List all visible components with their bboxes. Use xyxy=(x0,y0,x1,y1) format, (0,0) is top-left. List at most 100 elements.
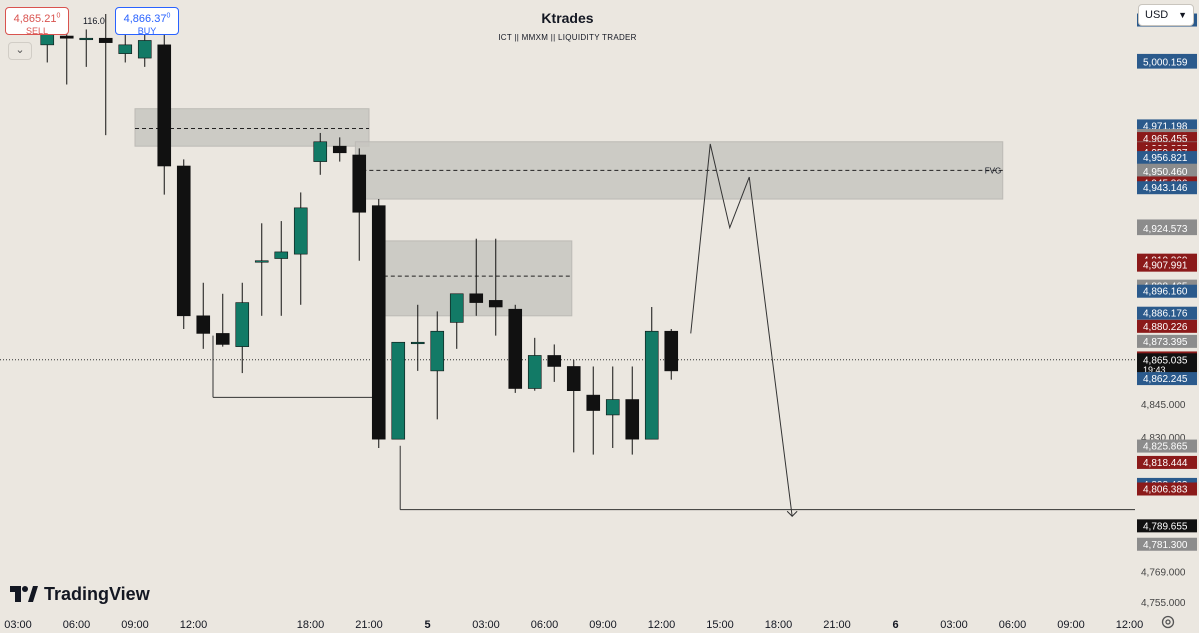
price-label-badge xyxy=(1137,319,1197,333)
price-label: 4,873.395 xyxy=(1143,337,1188,348)
time-tick-label: 03:00 xyxy=(472,619,500,631)
price-label-badge xyxy=(1137,222,1197,236)
countdown-label: 19:43 xyxy=(1143,365,1166,375)
time-tick-label: 06:00 xyxy=(999,619,1027,631)
time-tick-label: 12:00 xyxy=(180,619,208,631)
collapse-button[interactable]: ⌄ xyxy=(8,42,32,60)
tradingview-logo: TradingView xyxy=(10,583,150,605)
bearish-candle xyxy=(196,315,211,334)
time-tick-label: 09:00 xyxy=(1057,619,1085,631)
zones-layer: FVG xyxy=(134,108,1004,317)
price-label: 4,880.226 xyxy=(1143,322,1188,333)
bearish-candle xyxy=(352,154,367,213)
price-label-badge xyxy=(1137,537,1197,551)
time-tick-label: 18:00 xyxy=(297,619,325,631)
lines-layer xyxy=(0,335,1169,511)
bullish-candle xyxy=(527,355,542,389)
price-label-badge xyxy=(1137,439,1197,453)
liquidity-zone xyxy=(134,108,370,147)
time-tick-label: 03:00 xyxy=(4,619,32,631)
price-label: 4,907.991 xyxy=(1143,261,1188,272)
price-label: 4,818.444 xyxy=(1143,458,1188,469)
bullish-candle xyxy=(430,330,445,372)
price-label-badge xyxy=(1137,519,1197,533)
bearish-candle xyxy=(215,333,230,345)
price-label: 4,971.198 xyxy=(1143,121,1188,132)
time-tick-label: 6 xyxy=(892,619,898,631)
bearish-candle xyxy=(566,366,581,392)
projection-arrowhead xyxy=(786,510,798,517)
projection-path xyxy=(690,143,793,517)
currency-select[interactable]: USD ▼ xyxy=(1138,4,1194,26)
time-tick-label: 21:00 xyxy=(823,619,851,631)
sell-label: SELL xyxy=(25,25,49,36)
bearish-candle xyxy=(59,35,74,39)
bearish-candle xyxy=(586,394,601,411)
chart-subtitle: ICT || MMXM || LIQUIDITY TRADER xyxy=(498,33,637,42)
time-tick-label: 12:00 xyxy=(648,619,676,631)
bearish-candle xyxy=(508,308,523,389)
bullish-candle xyxy=(410,341,425,345)
price-label: 4,865.035 xyxy=(1143,355,1188,366)
liquidity-zone xyxy=(376,240,573,317)
tradingview-logo-text: TradingView xyxy=(44,583,150,604)
price-label-badge xyxy=(1137,55,1197,69)
price-label: 4,943.146 xyxy=(1143,183,1188,194)
price-label: 4,965.455 xyxy=(1143,134,1188,145)
bearish-candle xyxy=(547,355,562,367)
price-tick-label: 4,830.000 xyxy=(1141,433,1186,444)
price-label-badge xyxy=(1137,306,1197,320)
price-label-badge xyxy=(1137,334,1197,348)
sell-button[interactable]: 4,865.210 SELL xyxy=(5,7,69,36)
bullish-candle xyxy=(449,293,464,323)
bearish-candle xyxy=(176,165,191,317)
bullish-candle xyxy=(254,260,269,263)
bearish-candle xyxy=(664,330,679,372)
price-tick-label: 4,755.000 xyxy=(1141,598,1186,609)
bearish-candle xyxy=(332,145,347,154)
gear-icon[interactable] xyxy=(1160,614,1176,630)
price-label-badge xyxy=(1137,455,1197,469)
time-tick-label: 09:00 xyxy=(589,619,617,631)
bullish-candle xyxy=(293,207,308,255)
price-label: 4,956.821 xyxy=(1143,153,1188,164)
time-tick-label: 12:00 xyxy=(1116,619,1144,631)
bearish-candle xyxy=(625,399,640,440)
time-tick-label: 5 xyxy=(424,619,430,631)
zone-label: FVG xyxy=(985,166,1001,175)
price-label-badge xyxy=(1137,353,1197,376)
bullish-candle xyxy=(313,141,328,162)
price-label-badge xyxy=(1137,165,1197,179)
time-axis[interactable]: 03:00 06:00 09:00 12:00 18:00 21:00 5 03:00 06:0… xyxy=(4,619,1143,631)
price-label: 4,806.383 xyxy=(1143,484,1188,495)
candles-layer xyxy=(40,7,679,455)
time-tick-label: 06:00 xyxy=(63,619,91,631)
price-label: 4,896.160 xyxy=(1143,287,1188,298)
bearish-candle xyxy=(157,44,172,167)
time-tick-label: 18:00 xyxy=(765,619,793,631)
bearish-candle xyxy=(98,37,113,43)
chevron-down-icon: ⌄ xyxy=(15,44,25,56)
buy-button[interactable]: 4,866.370 BUY xyxy=(115,7,179,36)
bullish-candle xyxy=(644,330,659,440)
price-label: 4,789.655 xyxy=(1143,521,1188,532)
price-label: 4,924.573 xyxy=(1143,224,1188,235)
bullish-candle xyxy=(137,40,152,59)
time-tick-label: 09:00 xyxy=(121,619,149,631)
bullish-candle xyxy=(79,37,94,41)
price-axis[interactable]: 4,845.0004,830.0004,769.0004,755.0005,01… xyxy=(1135,0,1199,633)
bullish-candle xyxy=(118,44,133,54)
time-tick-label: 15:00 xyxy=(706,619,734,631)
bearish-candle xyxy=(371,205,386,440)
price-label-badge xyxy=(1137,151,1197,165)
price-label-badge xyxy=(1137,284,1197,298)
price-label: 4,862.245 xyxy=(1143,374,1188,385)
tradingview-logo-icon xyxy=(10,586,38,602)
bullish-candle xyxy=(274,251,289,259)
time-tick-label: 21:00 xyxy=(355,619,383,631)
sell-price: 4,865.210 xyxy=(13,12,61,25)
price-tick-label: 4,769.000 xyxy=(1141,567,1186,578)
bearish-candle xyxy=(469,293,484,303)
spread-value: 116.0 xyxy=(83,16,105,26)
